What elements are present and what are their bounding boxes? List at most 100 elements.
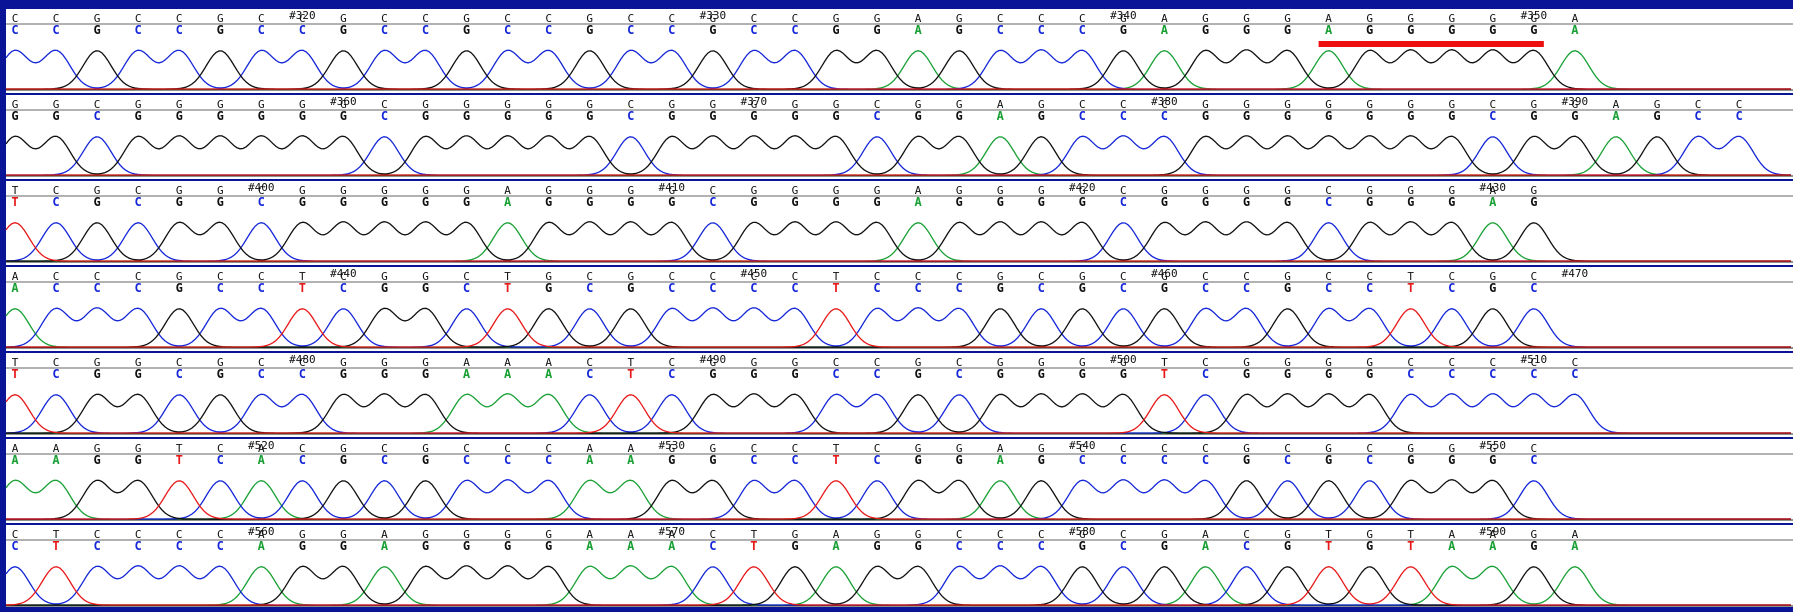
base-call-top: A bbox=[627, 528, 634, 541]
base-call: G bbox=[135, 367, 142, 381]
base-call-top: C bbox=[792, 270, 799, 283]
base-call: C bbox=[1325, 281, 1332, 295]
base-call: G bbox=[956, 453, 963, 467]
base-call: C bbox=[299, 453, 306, 467]
base-call-top: C bbox=[1202, 270, 1209, 283]
base-call-top: G bbox=[1038, 356, 1045, 369]
base-call-top: C bbox=[340, 270, 347, 283]
base-call: G bbox=[1243, 23, 1250, 37]
base-call: C bbox=[1571, 367, 1578, 381]
base-call-top: C bbox=[258, 356, 265, 369]
base-call-top: C bbox=[1489, 98, 1496, 111]
base-call: C bbox=[1079, 109, 1086, 123]
base-call-top: T bbox=[1325, 528, 1332, 541]
base-call-top: T bbox=[833, 442, 840, 455]
base-call: C bbox=[299, 367, 306, 381]
trace-G-signal bbox=[6, 221, 1791, 262]
base-call: G bbox=[1161, 539, 1168, 553]
base-call-top: C bbox=[956, 270, 963, 283]
base-call-top: C bbox=[1038, 12, 1045, 25]
base-call: G bbox=[1079, 281, 1086, 295]
base-call: C bbox=[668, 367, 675, 381]
base-call-top: G bbox=[1243, 356, 1250, 369]
base-call-top: G bbox=[956, 98, 963, 111]
base-call: A bbox=[1489, 195, 1497, 209]
base-call-top: A bbox=[381, 528, 388, 541]
base-call: G bbox=[627, 281, 634, 295]
base-call: G bbox=[1038, 109, 1045, 123]
base-call: G bbox=[1284, 195, 1291, 209]
base-call-top: G bbox=[1489, 270, 1496, 283]
base-call: A bbox=[381, 539, 389, 553]
base-call: T bbox=[504, 281, 511, 295]
base-call: G bbox=[1284, 281, 1291, 295]
base-call: G bbox=[1407, 23, 1414, 37]
base-call: G bbox=[709, 23, 716, 37]
base-call-top: G bbox=[1284, 270, 1291, 283]
base-call: G bbox=[422, 109, 429, 123]
base-call-top: G bbox=[422, 184, 429, 197]
base-call: G bbox=[93, 367, 100, 381]
base-call-top: G bbox=[997, 184, 1004, 197]
trace-C-signal bbox=[5, 307, 1791, 348]
base-call: G bbox=[1161, 281, 1168, 295]
base-call-top: C bbox=[53, 12, 60, 25]
base-call: C bbox=[1366, 453, 1373, 467]
trace-row-5: #480 #490 #500 #510TTCCGGGGCCGGCCCCGGGGGGAA… bbox=[5, 353, 1793, 437]
trace-T-signal bbox=[6, 480, 1791, 520]
base-call: A bbox=[1489, 539, 1497, 553]
base-call-top: C bbox=[668, 270, 675, 283]
base-call-top: C bbox=[1243, 528, 1250, 541]
base-call: G bbox=[1243, 453, 1250, 467]
base-call: G bbox=[463, 23, 470, 37]
base-call: C bbox=[422, 23, 429, 37]
base-call: C bbox=[463, 281, 470, 295]
base-call: G bbox=[1571, 109, 1578, 123]
base-call: C bbox=[217, 453, 224, 467]
base-call: C bbox=[668, 23, 675, 37]
base-call: C bbox=[873, 367, 880, 381]
base-call-top: G bbox=[833, 98, 840, 111]
base-call: G bbox=[93, 195, 100, 209]
base-call: C bbox=[627, 23, 634, 37]
base-call: A bbox=[1448, 539, 1456, 553]
base-call-top: G bbox=[1161, 528, 1168, 541]
base-call-top: G bbox=[1448, 442, 1455, 455]
base-call-top: A bbox=[586, 528, 593, 541]
base-call: C bbox=[1079, 453, 1086, 467]
base-call: C bbox=[709, 539, 716, 553]
base-call: T bbox=[1407, 539, 1414, 553]
base-call-top: A bbox=[1448, 528, 1455, 541]
base-call-top: G bbox=[135, 98, 142, 111]
base-call-top: C bbox=[586, 270, 593, 283]
position-tick-label: #460 bbox=[1151, 267, 1178, 280]
base-call: C bbox=[258, 195, 265, 209]
base-call: G bbox=[668, 195, 675, 209]
base-call: G bbox=[340, 367, 347, 381]
base-call-top: G bbox=[1366, 356, 1373, 369]
base-call-top: A bbox=[997, 442, 1004, 455]
base-call: C bbox=[1489, 109, 1496, 123]
base-call-top: C bbox=[1243, 270, 1250, 283]
base-call-top: G bbox=[1038, 442, 1045, 455]
base-call: C bbox=[750, 281, 757, 295]
base-call: C bbox=[93, 109, 100, 123]
base-call-top: G bbox=[668, 442, 675, 455]
trace-row-4: #440 #450 #460 #470AACCCCCCGGCCCCTTCCGGGGCC… bbox=[5, 267, 1793, 351]
base-call-top: C bbox=[1531, 270, 1538, 283]
base-call-top: A bbox=[258, 528, 265, 541]
base-call: G bbox=[791, 539, 798, 553]
base-call: C bbox=[340, 281, 347, 295]
base-call-top: C bbox=[504, 12, 511, 25]
base-call: A bbox=[1202, 539, 1210, 553]
base-call: G bbox=[1407, 453, 1414, 467]
base-call: G bbox=[1325, 453, 1332, 467]
base-call-top: C bbox=[874, 98, 881, 111]
base-call: G bbox=[1489, 23, 1496, 37]
base-call-top: G bbox=[217, 98, 224, 111]
base-call-top: C bbox=[1038, 528, 1045, 541]
base-call-top: G bbox=[751, 184, 758, 197]
base-call-top: C bbox=[135, 12, 142, 25]
base-call: C bbox=[1735, 109, 1742, 123]
